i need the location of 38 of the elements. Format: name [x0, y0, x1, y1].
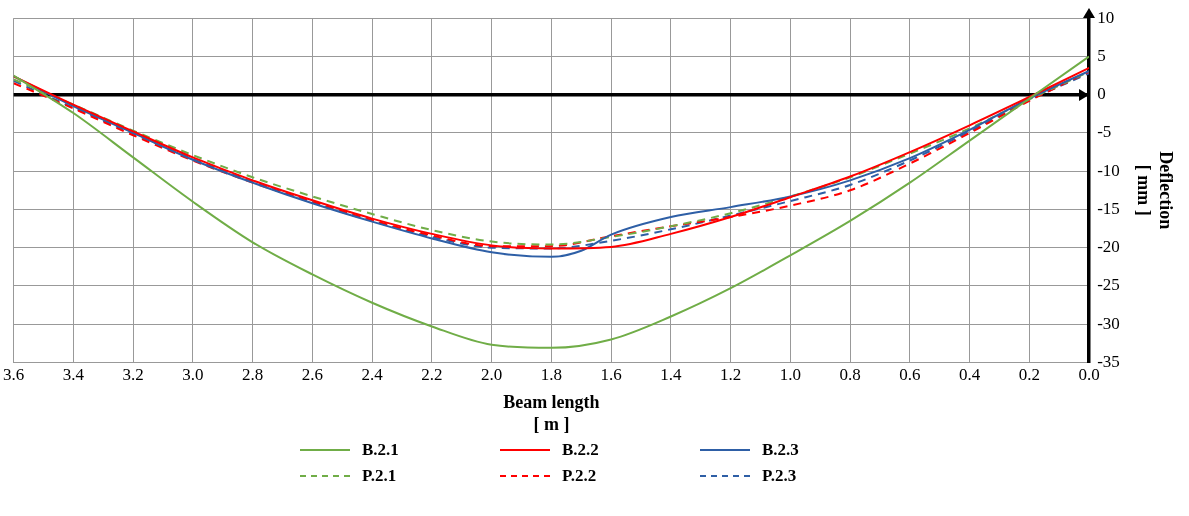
y-tick-label: -30: [1097, 313, 1120, 333]
legend-label: P.2.2: [562, 466, 597, 486]
x-tick-label: 0.2: [1018, 365, 1041, 385]
y-axis-title: Deflection [ mm ]: [1133, 151, 1176, 230]
x-tick-label: 3.6: [3, 365, 25, 385]
x-tick-label: 3.2: [122, 365, 144, 385]
legend-label: P.2.3: [762, 466, 797, 486]
x-tick-label: 0.4: [959, 365, 981, 385]
x-tick-label: 2.2: [421, 365, 443, 385]
x-tick-label: 0.8: [839, 365, 861, 385]
x-tick-label: 1.2: [720, 365, 742, 385]
x-tick-label: 1.6: [600, 365, 622, 385]
x-tick-label: 0.0: [1078, 365, 1100, 385]
x-tick-label: 1.8: [540, 365, 563, 385]
y-tick-label: -25: [1097, 275, 1120, 295]
y-tick-label: -5: [1097, 122, 1112, 142]
y-tick-label: -35: [1097, 351, 1120, 371]
legend-label: B.2.1: [362, 440, 399, 460]
y-tick-label: -15: [1097, 198, 1120, 218]
x-axis-title: Beam length [ m ]: [503, 392, 600, 434]
x-tick-label: 3.0: [182, 365, 204, 385]
x-tick-label: 2.4: [361, 365, 384, 385]
legend-label: B.2.2: [562, 440, 599, 460]
x-tick-label: 3.4: [62, 365, 85, 385]
x-tick-label: 1.4: [660, 365, 683, 385]
x-tick-label: 1.0: [779, 365, 802, 385]
y-tick-label: 10: [1097, 7, 1115, 27]
x-tick-label: 0.6: [899, 365, 921, 385]
x-tick-label: 2.8: [242, 365, 264, 385]
line-series: [13, 55, 1090, 349]
x-tick-label: 2.6: [301, 365, 323, 385]
y-tick-label: 0: [1097, 84, 1106, 104]
y-tick-label: 5: [1097, 45, 1106, 65]
legend-label: P.2.1: [362, 466, 397, 486]
x-tick-label: 2.0: [481, 365, 503, 385]
legend-label: B.2.3: [762, 440, 799, 460]
y-tick-label: -20: [1097, 237, 1120, 257]
y-tick-label: -10: [1097, 160, 1120, 180]
